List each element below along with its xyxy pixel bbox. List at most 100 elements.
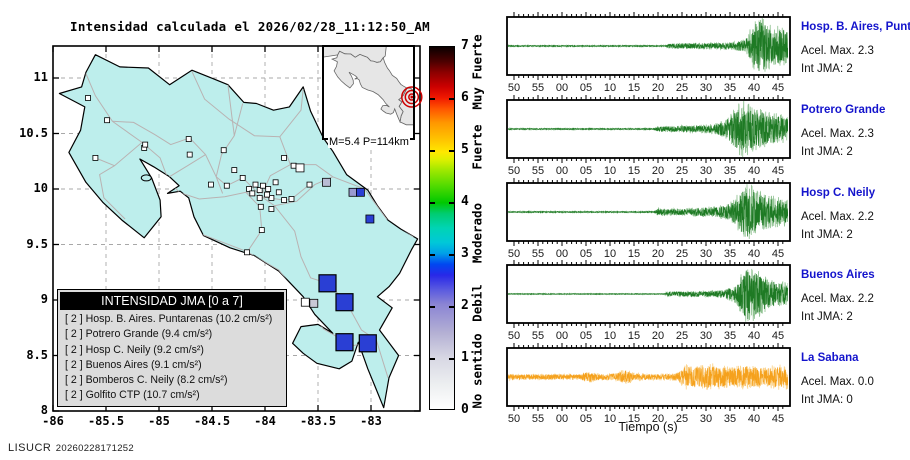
x-axis-tick-label: -84.5 (193, 414, 231, 428)
station-marker (256, 187, 263, 194)
colorbar-category-label: Fuerte (469, 124, 485, 170)
location-inset-map (323, 46, 414, 139)
time-tick-label: 40 (747, 248, 761, 260)
time-tick-label: 20 (651, 165, 665, 177)
time-tick-label: 45 (771, 165, 785, 177)
station-marker (335, 333, 354, 352)
station-marker (104, 117, 110, 124)
intensity-legend: INTENSIDAD JMA [0 a 7] [ 2 ] Hosp. B. Ai… (57, 289, 287, 407)
colorbar-category-label: Muy Fuerte (469, 34, 485, 110)
time-tick-label: 55 (531, 82, 545, 94)
time-tick-label: 20 (651, 82, 665, 94)
time-tick-label: 30 (699, 248, 713, 260)
waveform-trace (508, 270, 788, 320)
legend-item: [ 2 ] Buenos Aires (9.1 cm/s²) (65, 358, 202, 371)
intensity-map (52, 45, 423, 412)
time-tick-label: 30 (699, 165, 713, 177)
station-marker (318, 274, 337, 293)
time-tick-label: 55 (531, 165, 545, 177)
time-tick-label: 15 (627, 165, 641, 177)
colorbar-tick (449, 98, 454, 100)
time-tick-label: 00 (555, 165, 569, 177)
costa-rica-landmass (58, 54, 419, 409)
time-tick-label: 25 (675, 330, 689, 342)
x-axis-tick-label: -85 (148, 414, 170, 428)
time-tick-label: 45 (771, 413, 785, 425)
station-marker (322, 177, 331, 187)
time-tick-label: 00 (555, 248, 569, 260)
time-tick-label: 55 (531, 413, 545, 425)
station-marker (295, 163, 305, 173)
station-marker (258, 227, 265, 234)
watermark: LISUCR 20260228171252 (8, 438, 134, 456)
station-marker (290, 162, 297, 169)
time-tick-label: 45 (771, 330, 785, 342)
station-marker (220, 147, 227, 154)
x-axis-tick-label: -83 (360, 414, 382, 428)
x-axis-tick-label: -84 (254, 414, 276, 428)
station-marker (265, 186, 272, 192)
y-axis-tick-label: 8 (40, 403, 48, 417)
station-marker (231, 167, 238, 174)
y-axis-tick-label: 10.5 (19, 125, 48, 140)
legend-item: [ 2 ] Golfito CTP (10.7 cm/s²) (65, 389, 200, 402)
station-name: Buenos Aires (801, 269, 875, 281)
station-marker (85, 95, 91, 101)
seismogram-panel: 50 55 00 05 10 15 20 25 30 35 40 45 Hosp C. Neily Ace… (506, 176, 875, 260)
station-marker (249, 190, 256, 197)
colorbar-tick (430, 254, 435, 256)
time-tick-label: 50 (507, 248, 521, 260)
station-marker (300, 297, 310, 307)
colorbar-category-label: Debil (469, 284, 485, 323)
time-tick-label: 15 (627, 82, 641, 94)
time-tick-label: 20 (651, 413, 665, 425)
island (140, 174, 152, 182)
map-frame (52, 45, 421, 412)
station-marker (246, 186, 253, 192)
intensity-jma: Int JMA: 2 (801, 311, 853, 323)
time-tick-label: 25 (675, 413, 689, 425)
time-tick-label: 25 (675, 82, 689, 94)
intensity-jma: Int JMA: 0 (801, 394, 853, 406)
x-axis-tick-label: -83.5 (299, 414, 337, 428)
waveform-plot (506, 12, 791, 80)
colorbar-tick-label: 6 (461, 90, 469, 105)
time-tick-label: 35 (723, 413, 737, 425)
intensity-jma: Int JMA: 2 (801, 229, 853, 241)
waveform-trace (508, 110, 788, 150)
time-tick-label: 40 (747, 413, 761, 425)
event-magnitude-label: M=5.4 P=114km (328, 136, 410, 148)
station-marker (281, 197, 288, 204)
seismogram-panel: 50 55 00 05 10 15 20 25 30 35 40 45 La Sabana Acel. M… (506, 341, 874, 425)
time-tick-label: 15 (627, 330, 641, 342)
station-name: Potrero Grande (801, 104, 886, 116)
time-tick-label: 30 (699, 413, 713, 425)
time-tick-label: 45 (771, 82, 785, 94)
station-marker (185, 136, 192, 143)
time-axis-ticks (513, 178, 784, 246)
watermark-brand: LISUCR (8, 442, 52, 454)
waveform-plot (506, 178, 791, 246)
x-axis-tick-label: -85.5 (87, 414, 125, 428)
station-marker (257, 203, 264, 210)
colorbar-tick (449, 202, 454, 204)
time-tick-label: 45 (771, 248, 785, 260)
time-tick-label: 35 (723, 330, 737, 342)
colorbar-category-label: No sentido (469, 333, 485, 409)
station-marker (281, 154, 288, 161)
colorbar-tick-label: 3 (461, 246, 469, 261)
waveform-plot (506, 260, 791, 328)
page-title: Intensidad calculada el 2026/02/28_11:12… (70, 19, 430, 34)
colorbar-tick (449, 254, 454, 256)
station-marker (365, 214, 375, 224)
colorbar-tick (430, 150, 435, 152)
time-tick-label: 10 (603, 248, 617, 260)
station-marker (335, 293, 354, 312)
colorbar-tick-label: 0 (461, 402, 469, 417)
legend-title: INTENSIDAD JMA [0 a 7] (60, 292, 284, 310)
station-name: La Sabana (801, 352, 859, 364)
time-tick-label: 05 (579, 330, 593, 342)
station-marker (355, 187, 365, 197)
time-tick-label: 35 (723, 165, 737, 177)
